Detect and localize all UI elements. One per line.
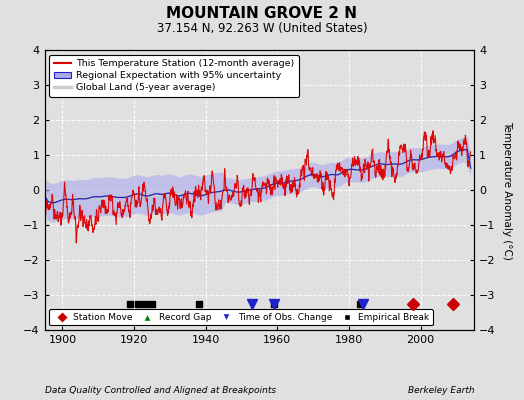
Text: 37.154 N, 92.263 W (United States): 37.154 N, 92.263 W (United States) xyxy=(157,22,367,35)
Text: Berkeley Earth: Berkeley Earth xyxy=(408,386,474,395)
Y-axis label: Temperature Anomaly (°C): Temperature Anomaly (°C) xyxy=(502,120,512,260)
Legend: Station Move, Record Gap, Time of Obs. Change, Empirical Break: Station Move, Record Gap, Time of Obs. C… xyxy=(49,309,433,326)
Text: Data Quality Controlled and Aligned at Breakpoints: Data Quality Controlled and Aligned at B… xyxy=(45,386,276,395)
Text: MOUNTAIN GROVE 2 N: MOUNTAIN GROVE 2 N xyxy=(167,6,357,21)
